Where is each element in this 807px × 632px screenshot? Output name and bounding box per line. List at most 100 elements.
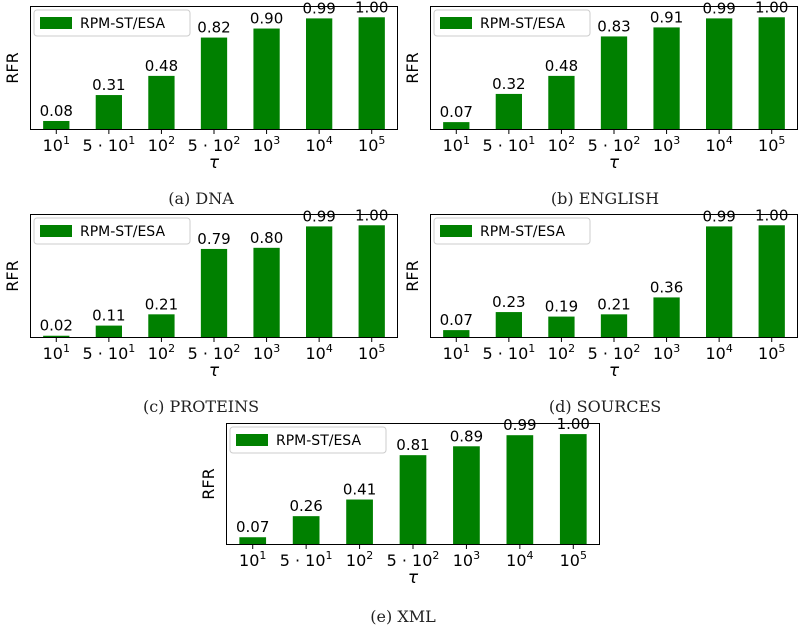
x-tick-label-6: 104 [305, 342, 332, 363]
legend-box [33, 217, 191, 245]
x-tick-label-5: 103 [253, 134, 280, 155]
x-axis-label: τ [609, 153, 620, 173]
x-tick-label-5: 103 [653, 134, 680, 155]
y-axis-label: RFR [403, 52, 422, 83]
bar-3 [148, 75, 175, 130]
bar-7 [758, 225, 785, 338]
value-label-1: 0.07 [440, 103, 473, 121]
value-label-4: 0.82 [197, 19, 230, 37]
bar-5 [253, 247, 280, 338]
value-label-7: 1.00 [755, 206, 788, 224]
y-axis-label: RFR [3, 260, 22, 291]
legend: RPM-ST/ESA [433, 9, 591, 37]
legend-label: RPM-ST/ESA [480, 16, 565, 32]
bar-6 [306, 226, 333, 338]
value-label-7: 1.00 [355, 206, 388, 224]
value-label-7: 1.00 [355, 0, 388, 16]
bar-6 [706, 18, 733, 130]
bar-4 [200, 37, 228, 130]
x-tick-label-5: 103 [453, 549, 480, 570]
bar-1 [443, 330, 470, 338]
x-axis-label: τ [408, 568, 419, 588]
value-label-3: 0.48 [545, 57, 578, 75]
y-axis-label: RFR [403, 260, 422, 291]
bar-4 [200, 248, 228, 338]
value-label-3: 0.21 [145, 295, 178, 313]
value-label-5: 0.89 [450, 427, 483, 445]
x-axis-label: τ [209, 361, 220, 381]
value-label-6: 0.99 [302, 207, 335, 225]
legend-swatch [236, 434, 268, 446]
x-tick-label-6: 104 [506, 549, 533, 570]
legend-box [433, 217, 591, 245]
bar-7 [358, 17, 385, 130]
value-label-2: 0.11 [92, 307, 125, 325]
bar-3 [148, 314, 175, 338]
legend-box [433, 9, 591, 37]
caption-5: (e) XML [370, 607, 436, 626]
bar-5 [653, 297, 680, 338]
plot-frame [30, 6, 398, 130]
caption-4: (d) SOURCES [549, 397, 661, 416]
bar-7 [758, 17, 785, 130]
x-tick-label-7: 105 [358, 342, 385, 363]
value-label-3: 0.41 [343, 481, 376, 499]
bar-1 [43, 120, 70, 130]
legend-box [33, 9, 191, 37]
caption-1: (a) DNA [168, 189, 234, 208]
x-tick-label-1: 101 [443, 342, 470, 363]
x-tick-label-3: 102 [548, 342, 575, 363]
bar-5 [653, 27, 680, 130]
value-label-4: 0.83 [597, 17, 630, 35]
value-label-1: 0.02 [40, 317, 73, 335]
value-label-7: 1.00 [755, 0, 788, 16]
bar-2 [95, 95, 122, 130]
value-label-5: 0.90 [250, 10, 283, 28]
x-tick-label-3: 102 [346, 549, 373, 570]
x-tick-label-2: 5 · 101 [482, 134, 535, 155]
value-label-2: 0.23 [492, 293, 525, 311]
bar-3 [548, 75, 575, 130]
x-tick-label-5: 103 [653, 342, 680, 363]
value-label-2: 0.31 [92, 76, 125, 94]
value-label-5: 0.36 [650, 278, 683, 296]
legend-label: RPM-ST/ESA [480, 224, 565, 240]
legend-label: RPM-ST/ESA [276, 433, 361, 449]
x-tick-label-2: 5 · 101 [82, 134, 135, 155]
panel-3: 0.02 0.11 0.21 0.79 0.80 0.99 1.00 101 5 · 101 10… [3, 206, 398, 381]
bar-6 [306, 18, 333, 130]
value-label-4: 0.21 [597, 295, 630, 313]
value-label-6: 0.99 [302, 0, 335, 17]
bar-2 [292, 516, 320, 545]
legend-swatch [40, 225, 72, 237]
value-label-6: 0.99 [503, 416, 536, 434]
value-label-6: 0.99 [702, 207, 735, 225]
legend-box [229, 426, 387, 454]
legend: RPM-ST/ESA [433, 217, 591, 245]
x-tick-label-3: 102 [148, 134, 175, 155]
value-label-1: 0.07 [440, 311, 473, 329]
legend: RPM-ST/ESA [33, 9, 191, 37]
bar-7 [559, 434, 587, 545]
x-tick-label-1: 101 [43, 342, 70, 363]
x-tick-label-7: 105 [560, 549, 587, 570]
value-label-5: 0.80 [250, 229, 283, 247]
value-label-4: 0.79 [197, 230, 230, 248]
plot-frame [430, 6, 798, 130]
panel-5: 0.07 0.26 0.41 0.81 0.89 0.99 1.00 101 5 · 101 10… [199, 415, 600, 588]
x-tick-label-6: 104 [305, 134, 332, 155]
value-label-5: 0.91 [650, 8, 683, 26]
bar-6 [706, 226, 733, 338]
bar-7 [358, 225, 385, 338]
x-tick-label-7: 105 [758, 134, 785, 155]
legend: RPM-ST/ESA [229, 426, 387, 454]
x-tick-label-6: 104 [705, 134, 732, 155]
value-label-4: 0.81 [396, 436, 429, 454]
x-tick-label-1: 101 [443, 134, 470, 155]
x-tick-label-7: 105 [358, 134, 385, 155]
plot-frame [30, 214, 398, 338]
caption-3: (c) PROTEINS [143, 397, 259, 416]
bar-1 [239, 537, 267, 545]
y-axis-label: RFR [3, 52, 22, 83]
x-axis-label: τ [209, 153, 220, 173]
